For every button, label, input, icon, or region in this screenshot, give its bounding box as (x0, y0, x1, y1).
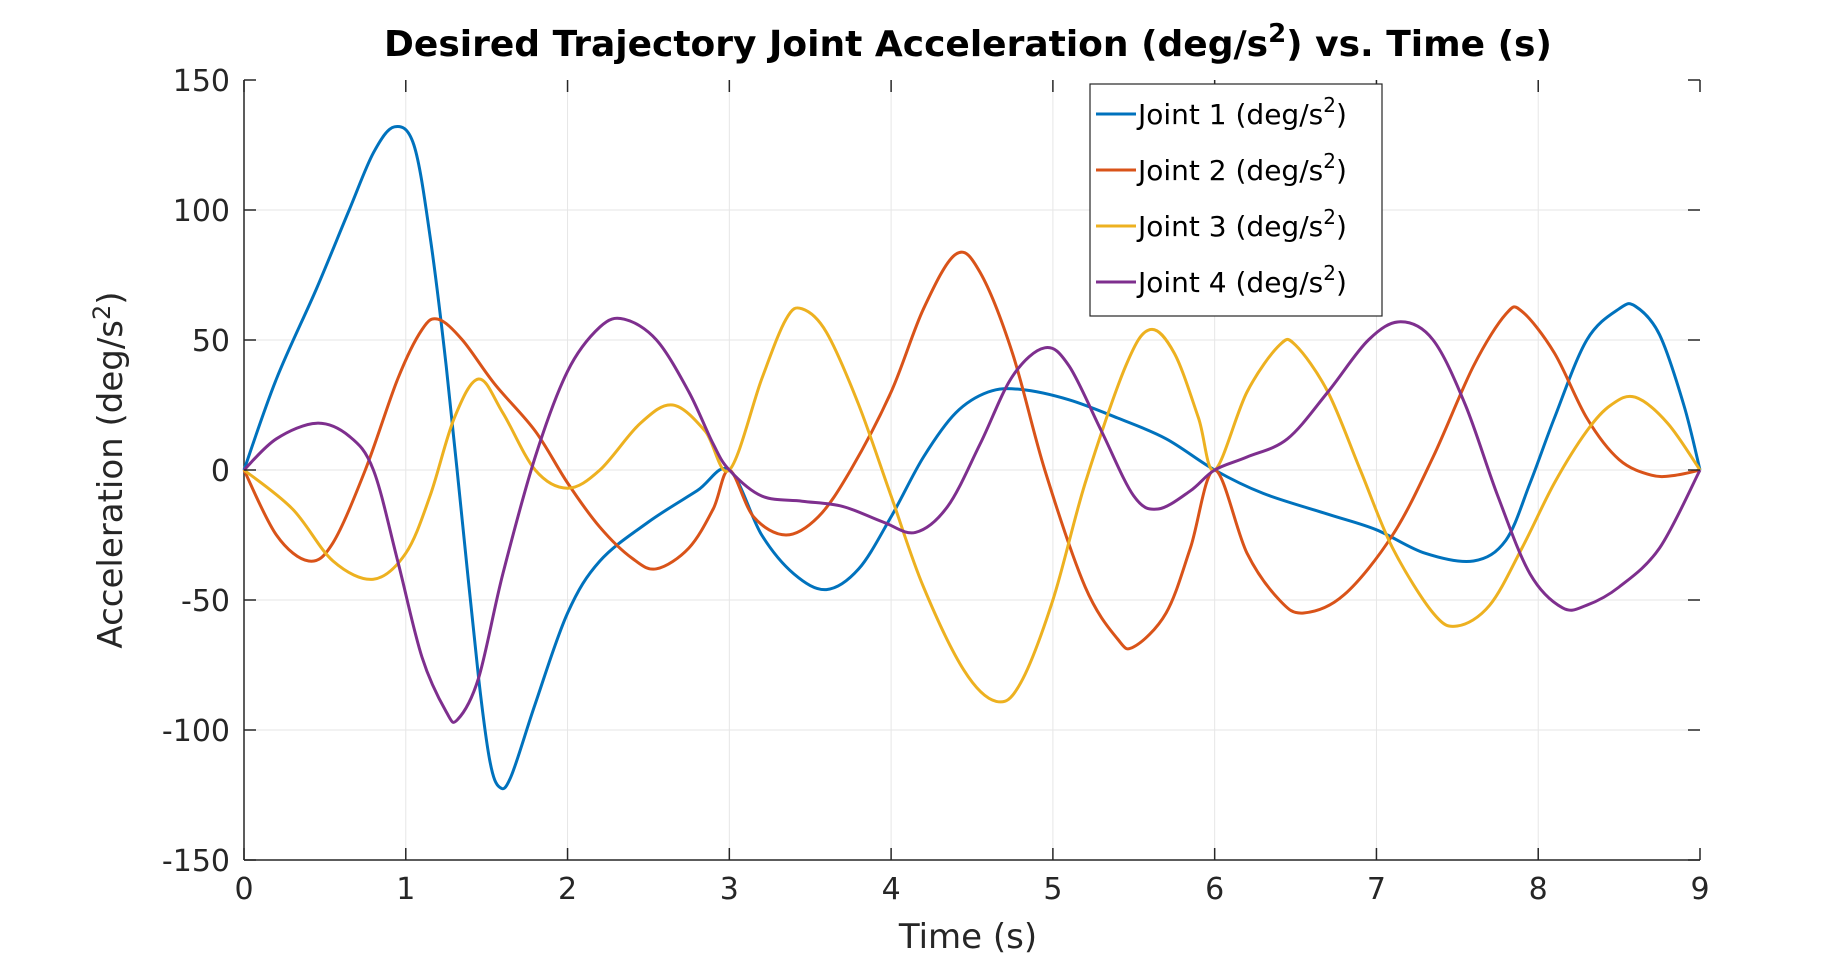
legend-label-joint-1: Joint 1 (deg/s2) (1136, 93, 1347, 131)
series-line-joint-2 (242, 250, 1701, 651)
grid-lines (244, 80, 1700, 860)
x-tick-label: 1 (396, 872, 415, 907)
y-axis-label-superscript: 2 (88, 305, 116, 320)
x-tick-label: 4 (882, 872, 901, 907)
chart-title-main: Desired Trajectory Joint Acceleration (d… (384, 24, 1268, 65)
x-tick-label: 9 (1690, 872, 1709, 907)
chart-title: Desired Trajectory Joint Acceleration (d… (384, 19, 1552, 65)
x-tick-label: 3 (720, 872, 739, 907)
x-axis-ticks: 0 1 2 3 4 5 6 7 8 9 (234, 80, 1710, 907)
x-tick-label: 7 (1367, 872, 1386, 907)
y-tick-label: 100 (173, 194, 230, 229)
x-tick-label: 2 (558, 872, 577, 907)
y-tick-label: 0 (211, 454, 230, 489)
legend-label-joint-4: Joint 4 (deg/s2) (1136, 261, 1347, 299)
chart-title-superscript: 2 (1268, 19, 1286, 49)
chart-title-tail: ) vs. Time (s) (1286, 24, 1552, 65)
x-tick-label: 6 (1205, 872, 1224, 907)
legend: Joint 1 (deg/s2) Joint 2 (deg/s2) Joint 3 … (1089, 83, 1383, 317)
series-line-joint-3 (243, 306, 1702, 704)
y-tick-label: -100 (162, 714, 230, 749)
x-axis-label: Time (s) (898, 917, 1037, 957)
y-axis-label: Acceleration (deg/s2) (88, 291, 131, 648)
x-tick-label: 5 (1043, 872, 1062, 907)
y-tick-label: -50 (181, 584, 230, 619)
legend-box (1089, 83, 1383, 317)
legend-label-joint-2: Joint 2 (deg/s2) (1136, 149, 1347, 187)
y-axis-label-main: Acceleration (deg/s (91, 320, 131, 649)
y-tick-label: 150 (173, 64, 230, 99)
x-tick-label: 0 (234, 872, 253, 907)
x-tick-label: 8 (1529, 872, 1548, 907)
y-tick-label: 50 (192, 324, 230, 359)
y-tick-label: -150 (162, 844, 230, 879)
y-axis-ticks: -150 -100 -50 0 50 100 150 (162, 64, 1700, 879)
y-axis-label-tail: ) (91, 291, 131, 304)
series-line-joint-4 (242, 316, 1702, 724)
legend-label-joint-3: Joint 3 (deg/s2) (1136, 205, 1347, 243)
series-lines (242, 124, 1702, 791)
